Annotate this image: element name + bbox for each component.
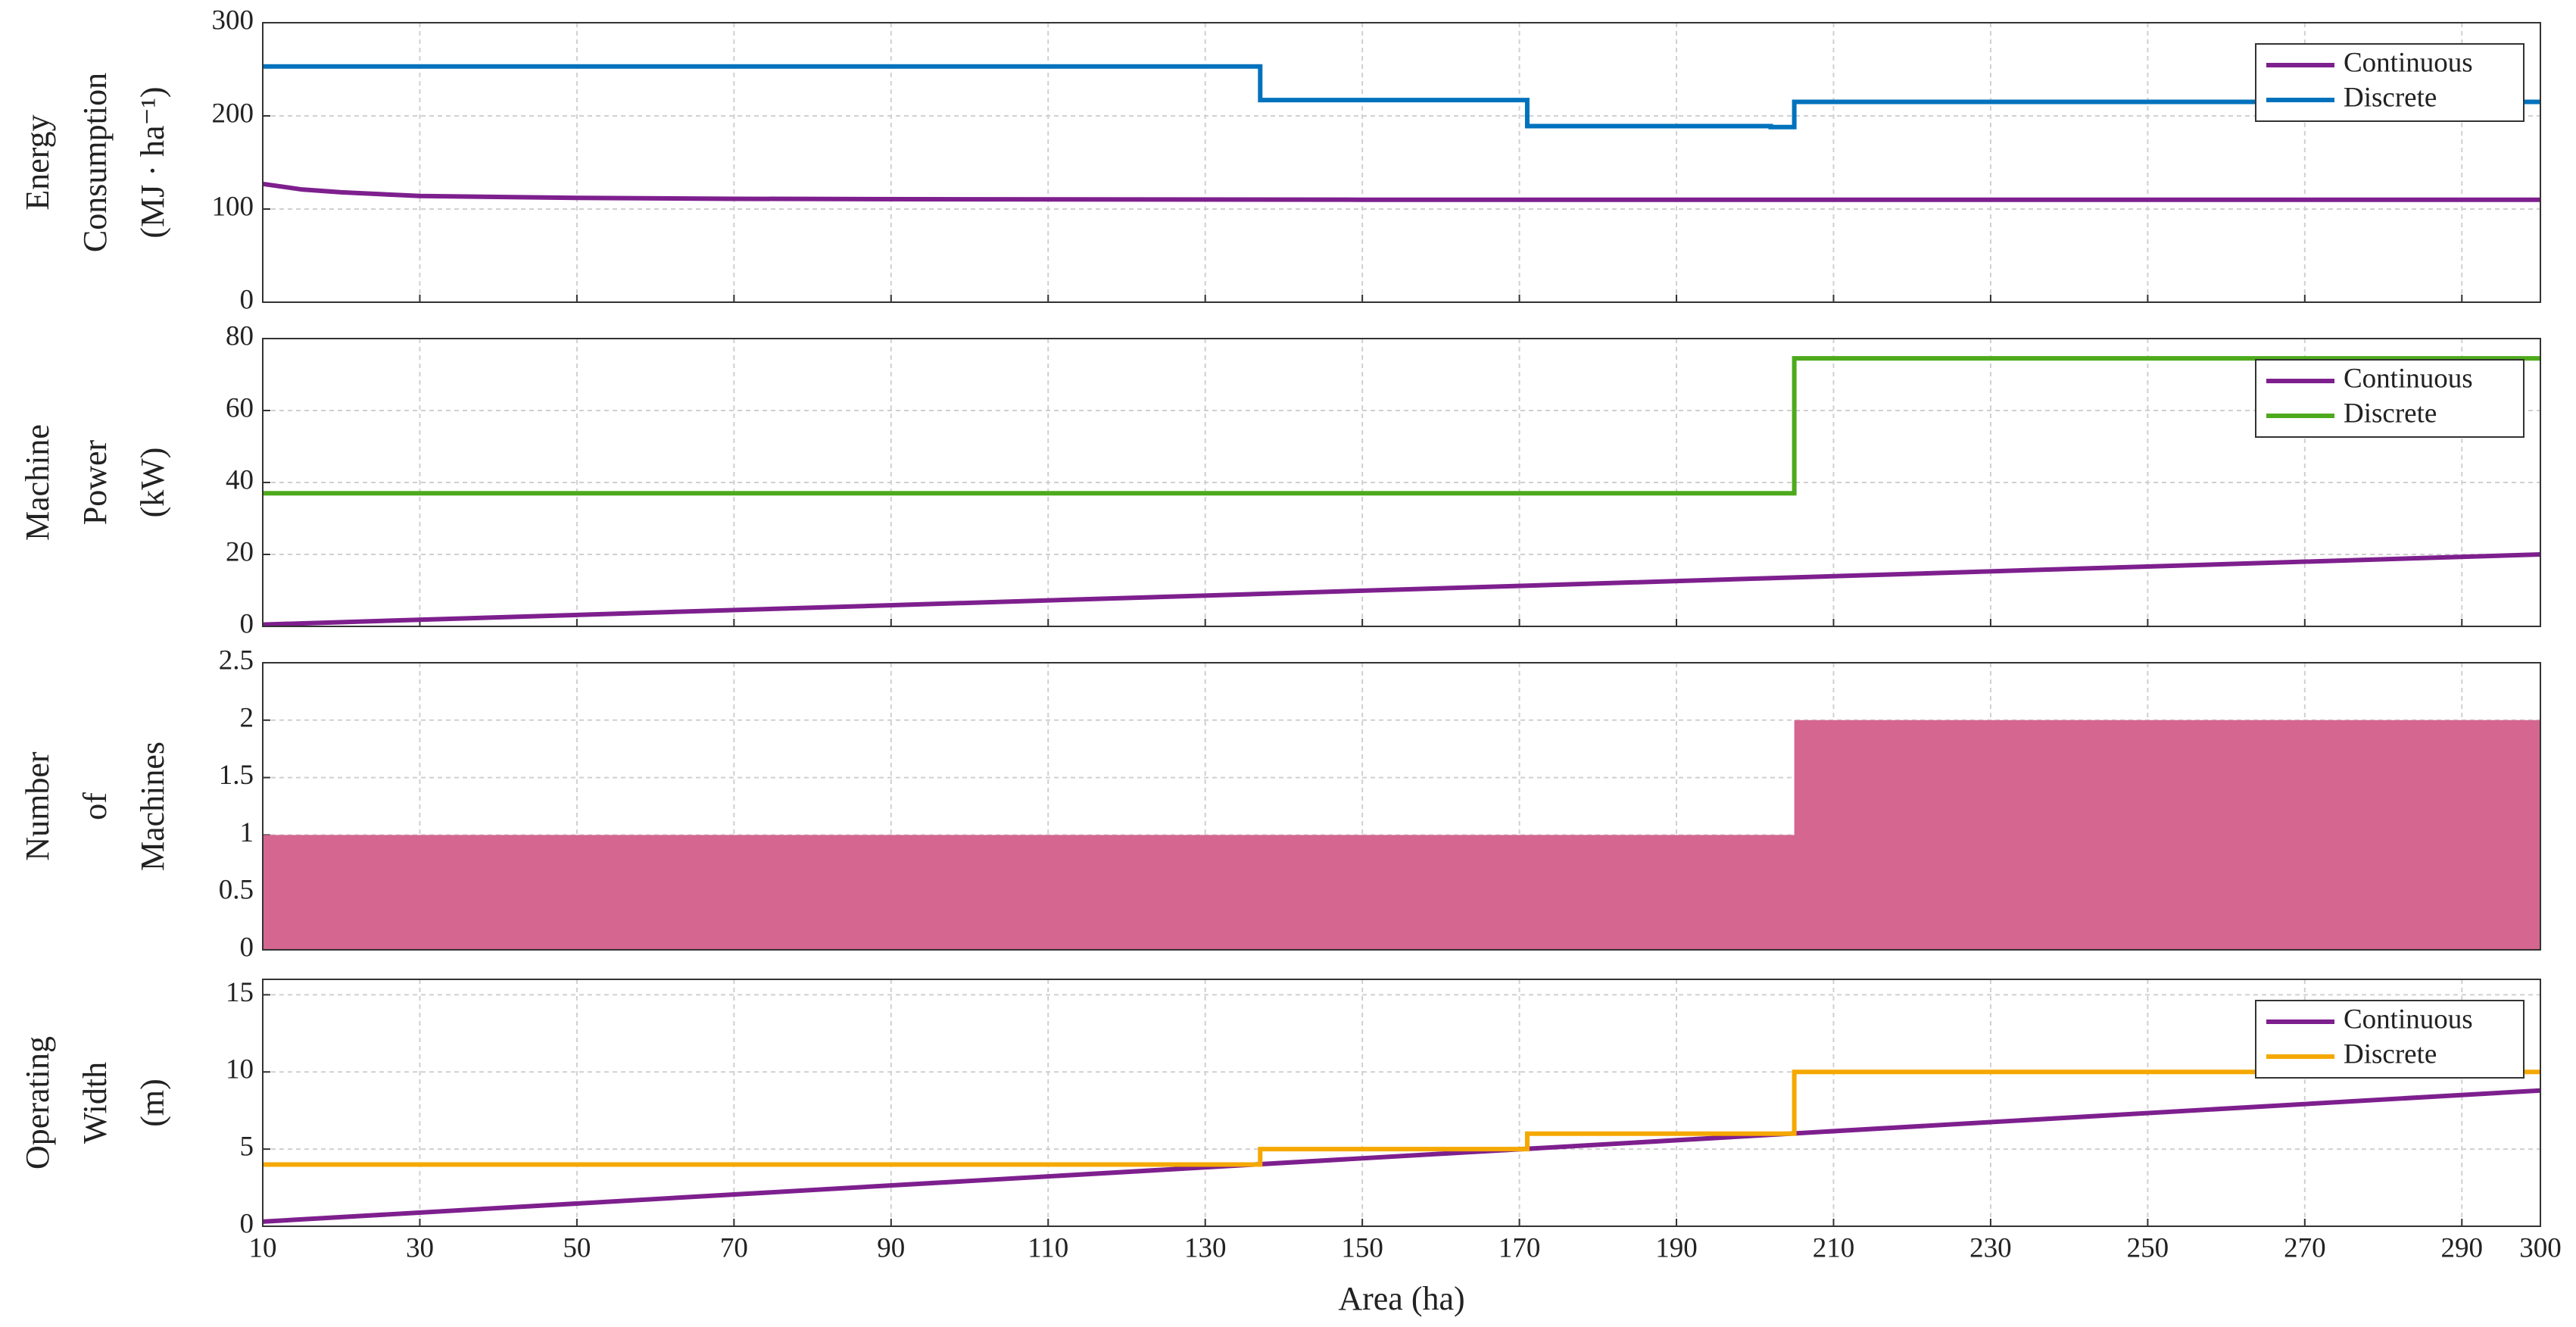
- y-tick-label: 0: [240, 1208, 254, 1239]
- series-line: [263, 64, 2540, 130]
- x-tick-label: 10: [249, 1232, 277, 1263]
- x-tick-label: 130: [1184, 1232, 1227, 1263]
- legend-label: Discrete: [2344, 1038, 2437, 1069]
- y-tick-label: 20: [226, 536, 254, 567]
- y-tick-label: 300: [212, 5, 254, 36]
- plot-frame: [262, 22, 2541, 303]
- y-tick-label: 80: [226, 320, 254, 351]
- x-tick-label: 150: [1341, 1232, 1383, 1263]
- x-tick-label: 50: [563, 1232, 591, 1263]
- x-tick-label: 70: [720, 1232, 748, 1263]
- y-axis-label: Machine: [19, 424, 56, 541]
- plot-frame: [262, 979, 2541, 1227]
- y-axis-label: Power: [76, 439, 114, 525]
- y-tick-label: 15: [226, 977, 254, 1008]
- y-tick-label: 0: [240, 608, 254, 639]
- plot-frame: [262, 662, 2541, 951]
- y-tick-label: 2: [240, 702, 254, 733]
- legend-label: Continuous: [2344, 47, 2473, 78]
- y-tick-label: 60: [226, 392, 254, 423]
- y-tick-label: 1.5: [219, 760, 254, 791]
- x-tick-label: 270: [2284, 1232, 2326, 1263]
- legend-box: [2255, 43, 2525, 122]
- series-line: [263, 356, 2540, 496]
- area: [263, 720, 2540, 950]
- x-tick-label: 90: [877, 1232, 905, 1263]
- y-tick-label: 0: [240, 932, 254, 963]
- legend-label: Discrete: [2344, 82, 2437, 113]
- y-axis-label: (MJ · ha⁻¹): [134, 86, 171, 238]
- x-tick-label: 30: [406, 1232, 434, 1263]
- y-tick-label: 5: [240, 1132, 254, 1163]
- series-line: [263, 1069, 2540, 1167]
- x-tick-label: 230: [1969, 1232, 2012, 1263]
- y-axis-label: Machines: [134, 742, 171, 871]
- y-axis-label: Width: [76, 1062, 114, 1144]
- y-tick-label: 0: [240, 284, 254, 315]
- y-axis-label: Energy: [19, 114, 56, 210]
- y-tick-label: 1: [240, 817, 254, 848]
- series-line: [262, 552, 2541, 627]
- series-line: [262, 181, 2540, 202]
- y-axis-label: of: [76, 792, 114, 820]
- y-axis-label: Number: [19, 751, 56, 861]
- y-axis-label: Operating: [19, 1036, 56, 1169]
- plot-frame: [262, 338, 2541, 627]
- legend-box: [2255, 359, 2525, 438]
- legend-label: Continuous: [2344, 363, 2473, 394]
- y-tick-label: 100: [212, 191, 254, 222]
- plot-area: [263, 23, 2540, 302]
- plot-area: [263, 979, 2540, 1226]
- y-tick-label: 40: [226, 464, 254, 495]
- legend-label: Continuous: [2344, 1004, 2473, 1035]
- y-tick-label: 200: [212, 98, 254, 129]
- y-axis-label: Consumption: [76, 73, 114, 252]
- series-line: [262, 1088, 2541, 1224]
- x-tick-label: 170: [1499, 1232, 1541, 1263]
- x-tick-label: 210: [1813, 1232, 1855, 1263]
- y-tick-label: 10: [226, 1054, 254, 1085]
- x-axis-label: Area (ha): [1338, 1280, 1464, 1317]
- legend-label: Discrete: [2344, 398, 2437, 429]
- x-tick-label: 290: [2441, 1232, 2484, 1263]
- x-tick-label: 300: [2519, 1232, 2562, 1263]
- x-tick-label: 250: [2127, 1232, 2169, 1263]
- y-tick-label: 0.5: [219, 875, 254, 906]
- y-tick-label: 2.5: [219, 645, 254, 676]
- x-tick-label: 190: [1655, 1232, 1698, 1263]
- plot-area: [263, 339, 2540, 626]
- y-axis-label: (kW): [134, 448, 171, 518]
- legend-box: [2255, 1000, 2525, 1079]
- y-axis-label: (m): [134, 1079, 171, 1127]
- x-tick-label: 110: [1028, 1232, 1068, 1263]
